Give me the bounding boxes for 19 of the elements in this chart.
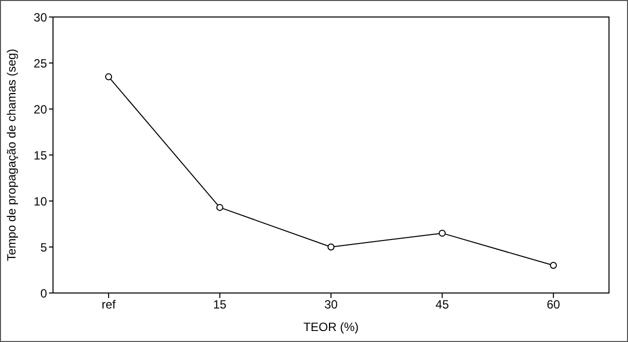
y-tick-label: 0 [40,286,48,300]
point [328,244,334,250]
x-tick-label: ref [102,298,116,312]
point [105,73,112,80]
y-tick-label: 25 [34,56,48,70]
y-tick-label: 5 [40,240,48,254]
x-tick-label: 60 [546,298,560,312]
point [438,230,446,237]
y-tick-label: 15 [34,148,48,162]
point [550,262,557,269]
y-tick-label: 30 [34,10,48,24]
y-tick-label: 10 [34,194,48,208]
x-axis-title: TEOR (%) [303,320,359,334]
y-axis-title: Tempo de propagação de chamas (seg) [4,48,18,262]
x-tick-label: 45 [436,298,450,312]
point [216,204,224,211]
x-tick-label: 30 [324,298,338,312]
x-tick-label: 15 [213,298,227,312]
y-tick-label: 20 [34,102,48,116]
